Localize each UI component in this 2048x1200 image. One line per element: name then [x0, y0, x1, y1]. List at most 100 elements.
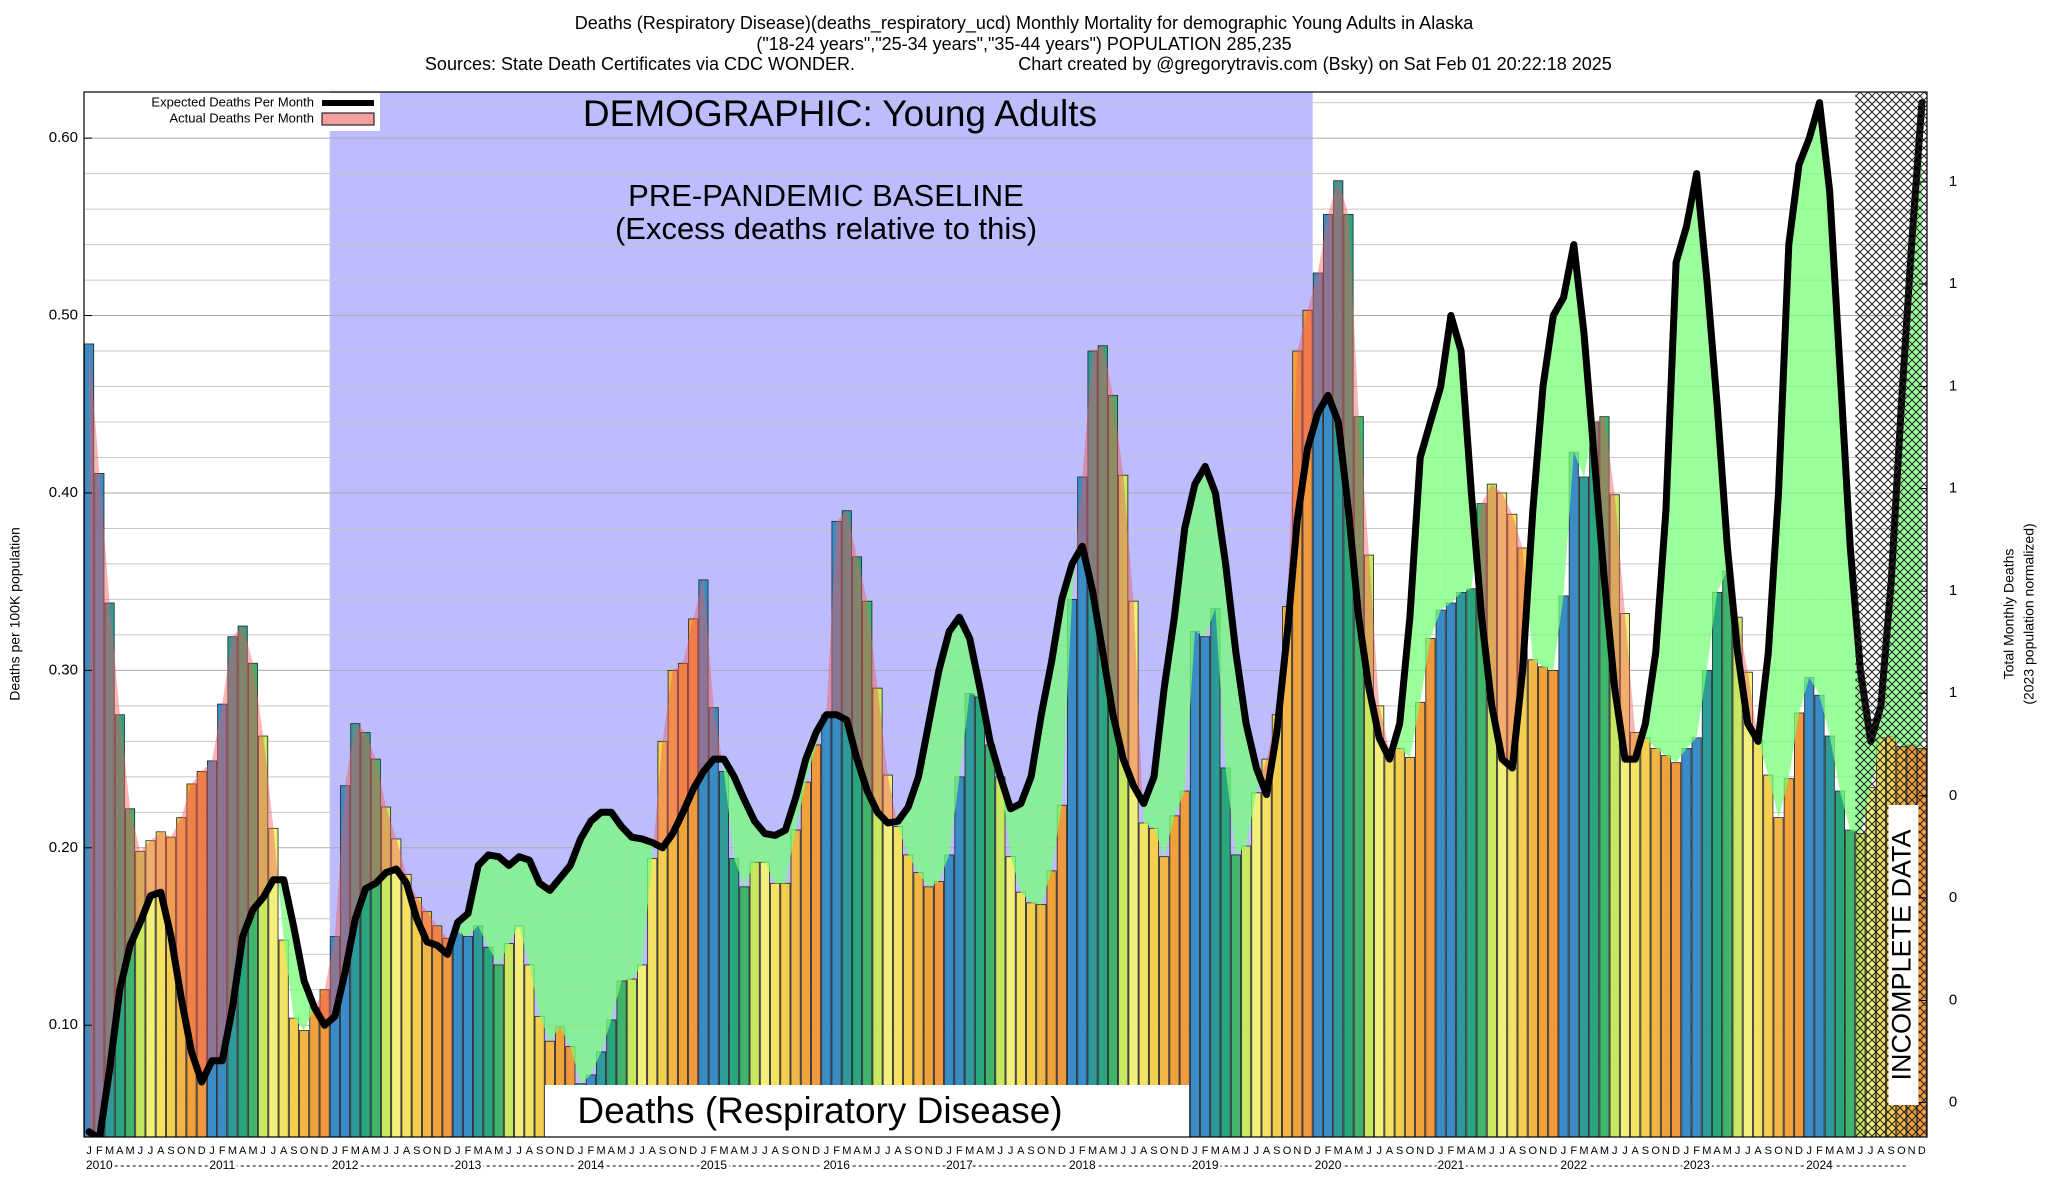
x-tick-label: F — [1079, 1145, 1086, 1157]
y-tick-label: 0.20 — [49, 839, 78, 856]
x-tick-label: D — [1795, 1145, 1803, 1157]
deficit-fill — [1819, 102, 1830, 737]
x-tick-label: J — [1008, 1145, 1014, 1157]
demographic-label: DEMOGRAPHIC: Young Adults — [583, 93, 1097, 134]
excess-fill — [171, 817, 182, 999]
x-tick-label: D — [566, 1145, 574, 1157]
deficit-fill — [1194, 466, 1206, 637]
x-tick-label: J — [506, 1145, 512, 1157]
bar — [421, 911, 433, 1137]
x-tick-label: A — [1099, 1145, 1107, 1157]
year-label: 2010 — [86, 1158, 113, 1172]
x-tick-label: O — [1160, 1145, 1169, 1157]
excess-fill — [130, 808, 141, 946]
excess-fill — [263, 736, 274, 898]
x-tick-label: F — [219, 1145, 226, 1157]
deficit-fill — [959, 617, 970, 777]
deficit-fill — [1051, 599, 1062, 871]
bar — [483, 946, 494, 1137]
bar — [1599, 416, 1610, 1137]
y2-tick-label: 1 — [1949, 480, 1957, 497]
deficit-fill — [1553, 297, 1564, 671]
bar — [872, 687, 883, 1137]
x-tick-label: D — [1672, 1145, 1680, 1157]
x-tick-label: D — [1058, 1145, 1066, 1157]
x-tick-label: O — [791, 1145, 800, 1157]
footer-box — [545, 1085, 1189, 1137]
bar — [1241, 845, 1252, 1137]
x-tick-label: M — [617, 1145, 626, 1157]
x-tick-label: A — [1222, 1145, 1230, 1157]
bar — [1200, 636, 1211, 1137]
bar — [524, 964, 535, 1137]
x-tick-label: M — [740, 1145, 749, 1157]
x-tick-label: D — [1918, 1145, 1926, 1157]
deficit-fill — [1184, 484, 1195, 792]
x-tick-label: J — [383, 1145, 389, 1157]
year-label: 2024 — [1806, 1158, 1833, 1172]
x-tick-label: M — [1457, 1145, 1466, 1157]
x-tick-label: D — [812, 1145, 820, 1157]
deficit-fill — [529, 860, 540, 1017]
x-tick-label: J — [1745, 1145, 1751, 1157]
bar — [473, 925, 484, 1137]
deficit-fill — [1246, 723, 1257, 847]
deficit-fill — [1142, 801, 1144, 823]
deficit-fill — [488, 854, 499, 965]
x-tick-label: A — [116, 1145, 124, 1157]
deficit-fill — [631, 837, 643, 980]
bar — [1681, 748, 1692, 1137]
excess-fill — [201, 760, 212, 1082]
x-tick-label: A — [649, 1145, 657, 1157]
excess-fill — [119, 714, 131, 990]
x-tick-label: F — [956, 1145, 963, 1157]
x-tick-label: N — [925, 1145, 933, 1157]
x-tick-label: O — [668, 1145, 677, 1157]
bar — [995, 776, 1006, 1137]
excess-fill — [273, 828, 279, 880]
baseline-subtitle: (Excess deaths relative to this) — [615, 211, 1037, 246]
excess-fill — [846, 510, 858, 760]
deficit-fill — [1450, 315, 1462, 603]
excess-fill — [1123, 475, 1134, 786]
excess-fill — [1092, 345, 1103, 653]
deficit-fill — [1543, 315, 1554, 671]
x-tick-label: O — [1529, 1145, 1538, 1157]
x-tick-label: O — [423, 1145, 432, 1157]
excess-fill — [826, 521, 837, 715]
x-tick-label: J — [209, 1145, 215, 1157]
excess-fill — [89, 343, 100, 1137]
x-tick-label: J — [1243, 1145, 1249, 1157]
x-tick-label: J — [824, 1145, 830, 1157]
x-tick-label: J — [1612, 1145, 1618, 1157]
bar — [1538, 666, 1549, 1137]
x-tick-label: J — [752, 1145, 758, 1157]
x-tick-label: D — [1549, 1145, 1557, 1157]
bar — [1128, 600, 1139, 1137]
x-tick-label: J — [629, 1145, 635, 1157]
x-tick-label: D — [444, 1145, 452, 1157]
excess-fill — [887, 775, 897, 823]
x-tick-label: M — [1825, 1145, 1834, 1157]
excess-fill — [252, 663, 264, 910]
x-tick-label: J — [1376, 1145, 1382, 1157]
x-tick-label: N — [1170, 1145, 1178, 1157]
x-tick-label: J — [260, 1145, 266, 1157]
deficit-fill — [498, 856, 509, 965]
bar — [1353, 416, 1364, 1137]
x-tick-label: F — [1693, 1145, 1700, 1157]
y2-tick-label: 0 — [1949, 991, 1957, 1008]
bar — [1640, 737, 1651, 1137]
x-tick-label: J — [1561, 1145, 1567, 1157]
x-tick-label: A — [1468, 1145, 1476, 1157]
x-tick-label: M — [474, 1145, 483, 1157]
x-tick-label: J — [1366, 1145, 1372, 1157]
deficit-fill — [1809, 102, 1820, 696]
bar — [370, 758, 381, 1137]
deficit-fill — [1686, 173, 1697, 749]
x-tick-label: J — [1807, 1145, 1813, 1157]
chart-subtitle: ("18-24 years","25-34 years","35-44 year… — [756, 34, 1291, 54]
x-tick-label: M — [1108, 1145, 1117, 1157]
excess-fill — [386, 807, 397, 873]
bar — [1804, 677, 1815, 1137]
